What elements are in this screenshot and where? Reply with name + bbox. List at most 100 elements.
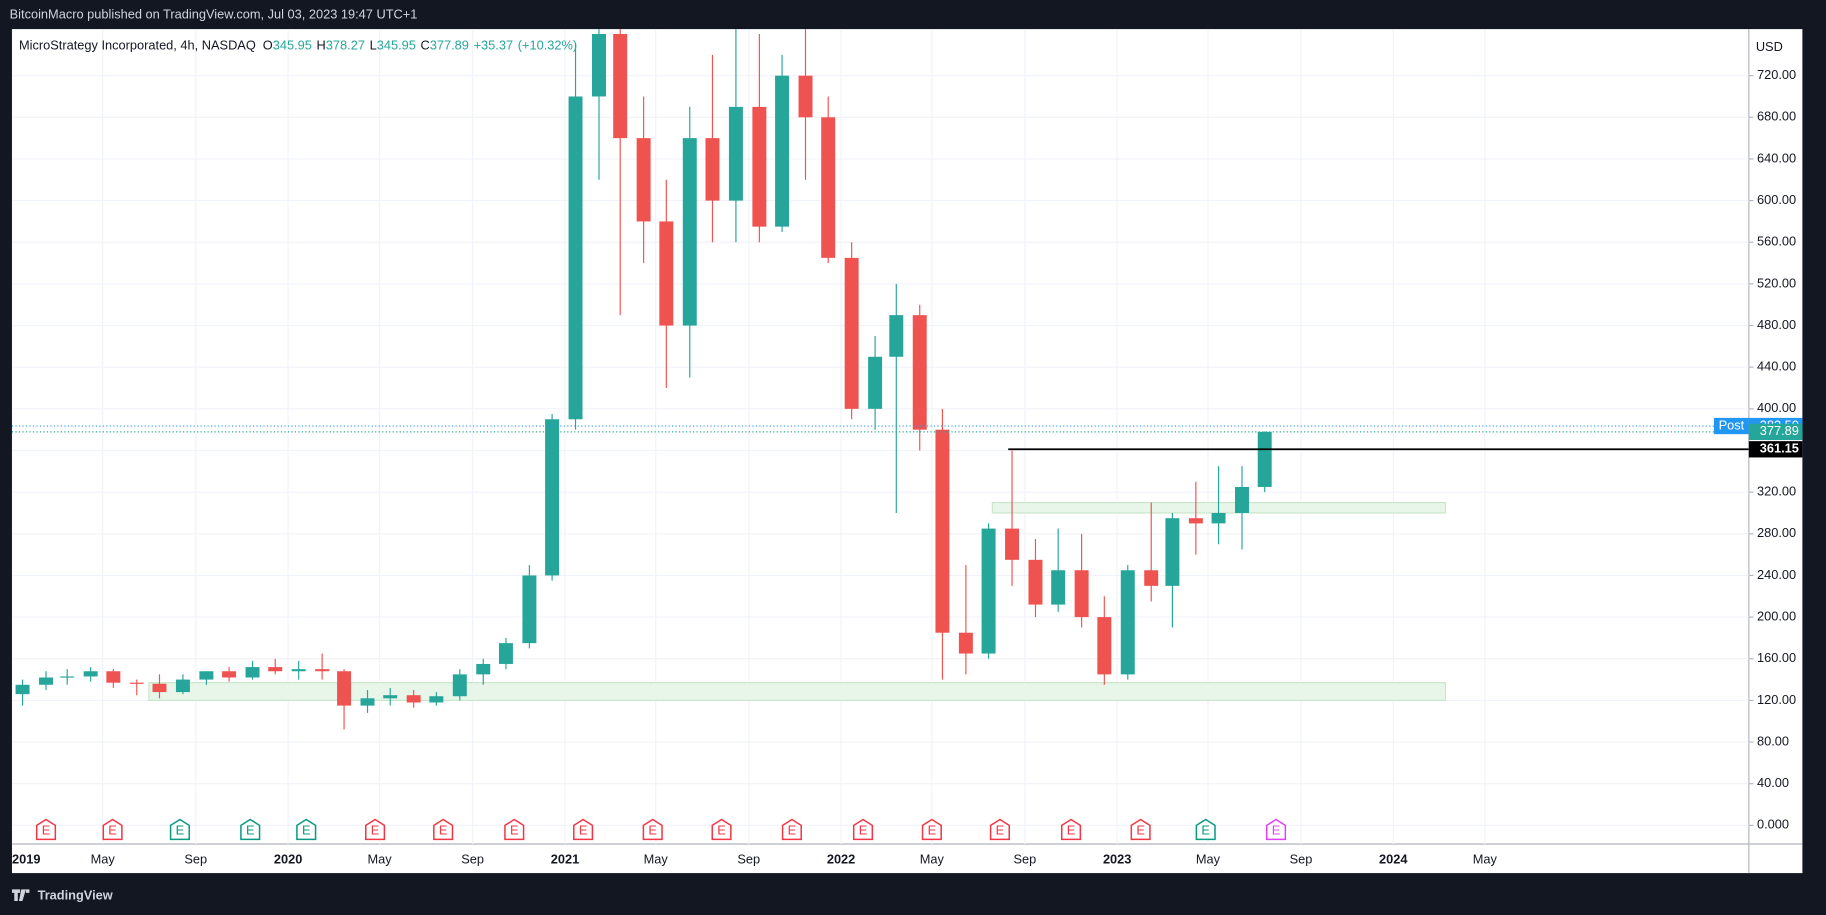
candle-body — [682, 138, 697, 326]
candle-body — [60, 676, 75, 678]
overlay: 0.000 40.00 80.00 120.00 160.00 200.00 240.00 2… — [12, 38, 1803, 867]
x-tick-label: 2020 — [274, 852, 302, 867]
event-label: E — [648, 823, 657, 838]
candle-body — [1005, 528, 1020, 560]
y-tick-label: 80.00 — [1757, 733, 1789, 748]
candle-body — [868, 356, 883, 409]
event-marker — [852, 818, 874, 841]
publish-header: BitcoinMacro published on TradingView.co… — [10, 7, 418, 22]
y-tick-label: 680.00 — [1757, 109, 1796, 124]
candle-body — [268, 667, 283, 672]
candle-body — [406, 695, 421, 703]
footer-logo: TradingView — [11, 888, 113, 903]
candle-body — [452, 674, 467, 697]
x-tick-label: Sep — [737, 852, 760, 867]
event-label: E — [42, 823, 51, 838]
event-label: E — [788, 823, 797, 838]
candle-body — [981, 528, 996, 654]
candle-body — [1144, 570, 1159, 586]
candle-body — [498, 643, 513, 664]
candle-body — [545, 419, 560, 576]
chart-area — [11, 29, 1803, 874]
event-label: E — [928, 823, 937, 838]
event-marker — [1060, 818, 1082, 841]
price-label: 361.15 — [1760, 441, 1799, 456]
candle-body — [245, 667, 260, 678]
event-marker — [573, 818, 594, 841]
event-marker — [296, 818, 317, 841]
event-label: E — [1201, 823, 1210, 838]
candle-body — [1257, 431, 1272, 487]
y-tick-label: 280.00 — [1757, 525, 1796, 540]
candle-body — [592, 33, 606, 97]
candle-body — [958, 632, 973, 654]
event-marker — [642, 818, 663, 841]
y-tick-label: 200.00 — [1757, 608, 1796, 623]
candle-body — [522, 575, 537, 644]
event-label: E — [579, 823, 588, 838]
y-tick-label: 400.00 — [1757, 400, 1796, 415]
y-tick-label: 480.00 — [1757, 317, 1796, 332]
event-marker — [35, 818, 57, 841]
candle-body — [291, 669, 306, 672]
legend-prefix: L — [370, 38, 377, 53]
x-tick-label: Sep — [1290, 852, 1313, 867]
legend-value: 345.95 — [377, 38, 416, 53]
event-label: E — [176, 823, 185, 838]
x-tick-label: 2024 — [1379, 852, 1408, 867]
candle-body — [199, 671, 214, 680]
candle-body — [429, 696, 444, 703]
x-tick-label: 2022 — [827, 852, 855, 867]
event-marker — [1130, 818, 1151, 841]
candle-body — [1165, 518, 1180, 586]
candle-body — [705, 138, 720, 201]
legend-change-pct: (+10.32%) — [518, 38, 577, 53]
y-tick-label: 0.000 — [1757, 817, 1789, 832]
event-marker — [240, 818, 261, 841]
legend-prefix: C — [421, 38, 430, 53]
candle-body — [659, 221, 674, 326]
candle-body — [1074, 570, 1089, 618]
event-marker — [504, 818, 525, 841]
candle-body — [775, 75, 790, 227]
y-tick-label: 600.00 — [1757, 192, 1796, 207]
legend-prefix: O — [263, 38, 273, 53]
event-marker — [365, 818, 386, 841]
x-tick-label: Sep — [184, 852, 207, 867]
y-tick-label: 520.00 — [1757, 275, 1796, 290]
plot — [11, 29, 1749, 730]
event-marker — [102, 818, 123, 841]
candle-body — [798, 75, 813, 118]
candle-body — [889, 315, 904, 357]
x-tick-label: May — [368, 852, 393, 867]
candle-body — [315, 669, 330, 672]
y-tick-label: 160.00 — [1757, 650, 1796, 665]
legend-title: MicroStrategy Incorporated, 4h, NASDAQ — [19, 38, 256, 53]
x-tick-label: May — [1473, 852, 1498, 867]
y-tick-label: 40.00 — [1757, 775, 1789, 790]
candle-body — [1097, 617, 1112, 675]
candle-body — [337, 671, 352, 706]
candle-body — [39, 677, 53, 685]
legend-value: 377.89 — [430, 38, 469, 53]
event-label: E — [1136, 823, 1145, 838]
candle-body — [613, 33, 628, 139]
footer-text: TradingView — [38, 888, 113, 903]
x-tick-label: May — [91, 852, 116, 867]
candle-body — [175, 679, 190, 693]
y-tick-label: 320.00 — [1757, 484, 1796, 499]
candle-body — [935, 429, 950, 633]
event-label: E — [371, 823, 380, 838]
event-label: E — [439, 823, 448, 838]
event-marker — [169, 818, 190, 841]
event-label: E — [108, 823, 117, 838]
candle-body — [15, 684, 30, 695]
x-tick-label: Sep — [1014, 852, 1037, 867]
legend-prefix: H — [317, 38, 326, 53]
candle-body — [383, 695, 398, 699]
y-tick-label: 440.00 — [1757, 359, 1796, 374]
event-label: E — [510, 823, 519, 838]
candle-body — [568, 96, 583, 420]
